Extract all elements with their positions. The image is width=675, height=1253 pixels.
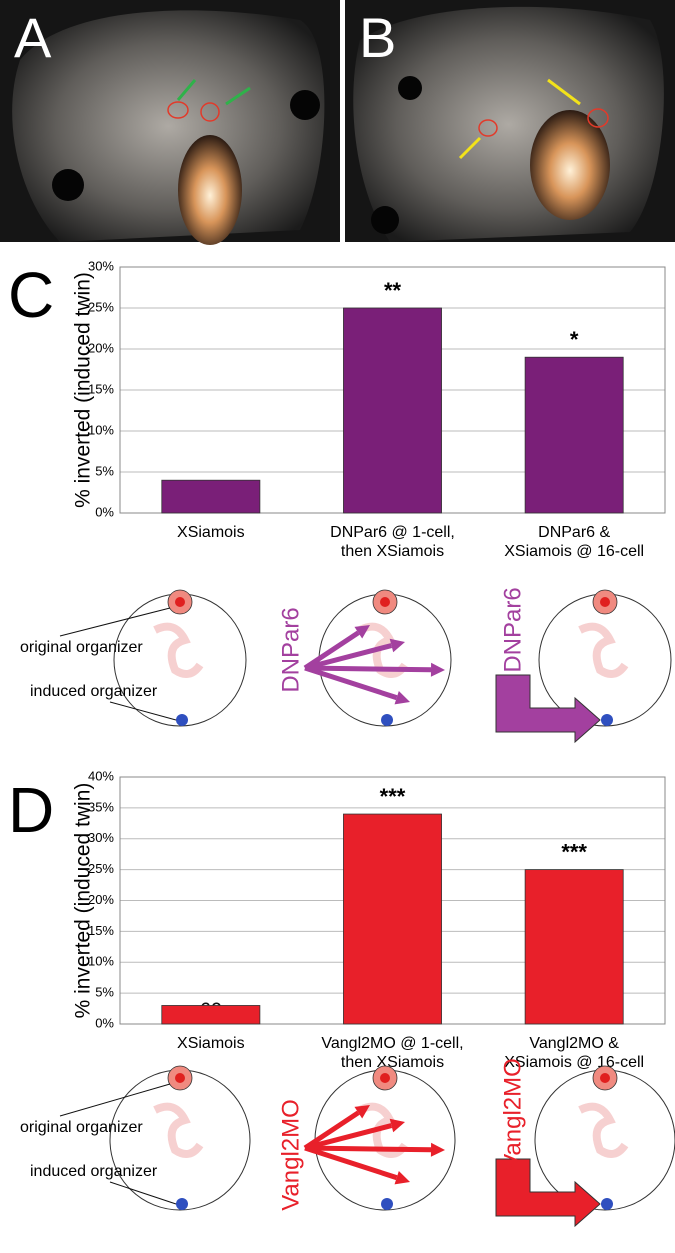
photo-a: A xyxy=(0,0,340,245)
significance-label: ** xyxy=(384,278,402,303)
x-tick-label: XSiamois xyxy=(177,524,245,541)
induced-organizer xyxy=(176,1198,188,1210)
arrow-shaft xyxy=(305,1148,431,1150)
agent-label: DNPar6 xyxy=(499,587,526,672)
y-tick-label: 0% xyxy=(95,504,114,519)
x-tick-label: Vangl2MO @ 1-cell, xyxy=(321,1035,463,1052)
organizer xyxy=(600,597,610,607)
embryo-sketch xyxy=(580,1107,625,1154)
embryo-sketch xyxy=(580,627,625,674)
embryo-outline xyxy=(535,1070,675,1210)
x-tick-label: XSiamois xyxy=(177,1035,245,1052)
arrow-head xyxy=(431,663,445,677)
y-tick-label: 0% xyxy=(95,1015,114,1030)
y-tick-label: 5% xyxy=(95,985,114,1000)
leader-line xyxy=(60,1084,170,1116)
agent-label: DNPar6 xyxy=(277,607,304,692)
embryo-sketch xyxy=(155,1107,200,1154)
induced-organizer xyxy=(381,714,393,726)
agent-label: Vangl2MO xyxy=(499,1058,526,1170)
arrow-head xyxy=(431,1143,445,1157)
x-tick-label: XSiamois @ 16-cell xyxy=(504,543,644,560)
y-tick-label: 15% xyxy=(88,381,114,396)
y-tick-label: 40% xyxy=(88,768,114,783)
embryo-sketch xyxy=(155,627,200,674)
bar xyxy=(525,870,623,1024)
x-tick-label: DNPar6 & xyxy=(538,524,610,541)
x-tick-label: then XSiamois xyxy=(341,543,444,560)
organizer xyxy=(175,1073,185,1083)
bar xyxy=(343,308,441,513)
leader-line xyxy=(60,608,170,636)
bar xyxy=(343,814,441,1024)
arrow-head xyxy=(395,691,410,704)
photo-b: B xyxy=(345,0,675,242)
organizer xyxy=(175,597,185,607)
y-tick-label: 30% xyxy=(88,258,114,273)
panel-label: B xyxy=(359,6,396,69)
induced-organizer xyxy=(601,714,613,726)
x-tick-label: DNPar6 @ 1-cell, xyxy=(330,524,455,541)
y-tick-label: 20% xyxy=(88,340,114,355)
bar xyxy=(162,1005,260,1024)
panel-label: C xyxy=(8,259,54,331)
y-tick-label: 25% xyxy=(88,861,114,876)
y-tick-label: 10% xyxy=(88,954,114,969)
agent-label: Vangl2MO xyxy=(277,1099,304,1211)
induced-organizer xyxy=(601,1198,613,1210)
l-arrow xyxy=(496,675,600,742)
arrow-head xyxy=(395,1171,410,1184)
significance-label: * xyxy=(570,327,579,352)
organizer xyxy=(380,1073,390,1083)
leader-line xyxy=(110,1182,176,1204)
original-organizer-label: original organizer xyxy=(20,639,143,656)
bar xyxy=(525,357,623,513)
organizer xyxy=(380,597,390,607)
arrow-head xyxy=(390,639,405,653)
panel-label: D xyxy=(8,774,54,846)
induced-organizer-label: induced organizer xyxy=(30,683,158,700)
panel-label: A xyxy=(14,6,52,69)
diagram: original organizer induced organizer Vangl… xyxy=(20,1058,675,1226)
original-organizer-label: original organizer xyxy=(20,1119,143,1136)
diagram: original organizer induced organizer DNPar… xyxy=(20,587,671,742)
leader-line xyxy=(110,702,176,720)
induced-organizer xyxy=(176,714,188,726)
induced-organizer xyxy=(381,1198,393,1210)
y-tick-label: 5% xyxy=(95,463,114,478)
organizer xyxy=(600,1073,610,1083)
y-tick-label: 15% xyxy=(88,923,114,938)
bar xyxy=(162,480,260,513)
significance-label: *** xyxy=(561,839,587,864)
y-tick-label: 35% xyxy=(88,799,114,814)
y-tick-label: 20% xyxy=(88,892,114,907)
figure: A B C% inverted (induced twin)0%5%10%15%… xyxy=(0,0,675,1253)
induced-organizer-label: induced organizer xyxy=(30,1163,158,1180)
significance-label: *** xyxy=(380,784,406,809)
x-tick-label: Vangl2MO & xyxy=(529,1035,619,1052)
arrow-shaft xyxy=(305,668,431,670)
y-tick-label: 10% xyxy=(88,422,114,437)
y-tick-label: 25% xyxy=(88,299,114,314)
y-tick-label: 30% xyxy=(88,830,114,845)
arrow-head xyxy=(390,1119,405,1133)
